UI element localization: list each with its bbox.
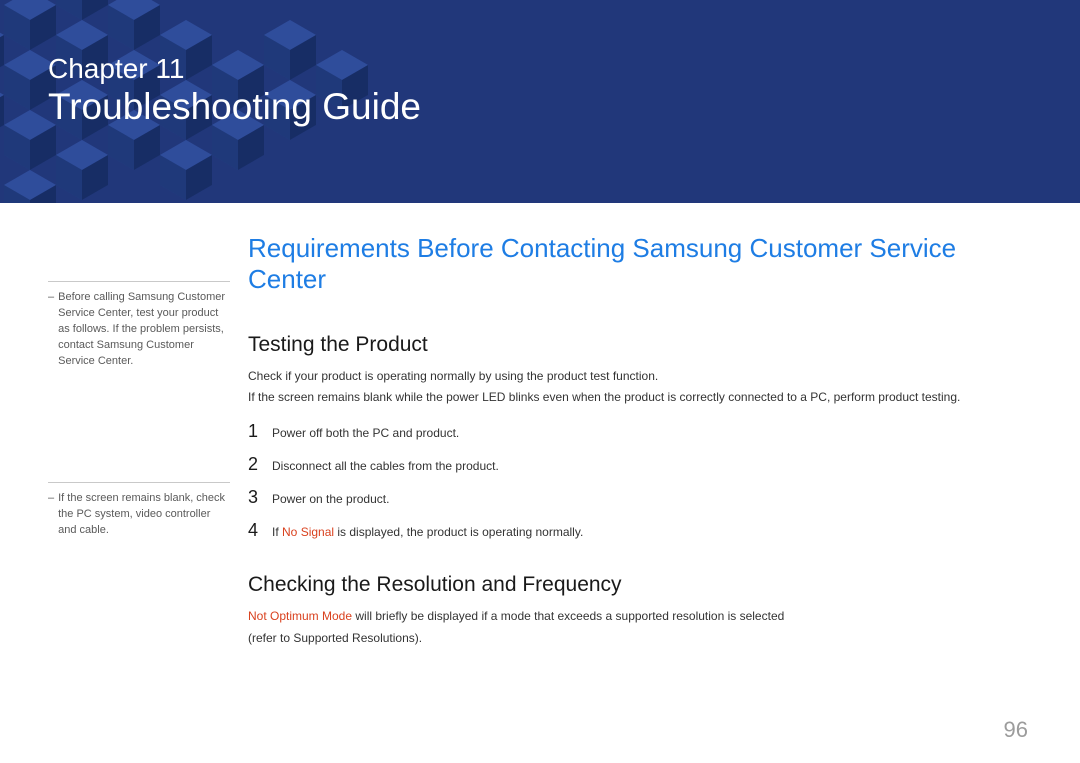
note-text: If the screen remains blank, check the P… <box>58 491 230 539</box>
step-text: Power on the product. <box>272 490 389 508</box>
section-title: Checking the Resolution and Frequency <box>248 573 1032 597</box>
main-content: Requirements Before Contacting Samsung C… <box>248 203 1080 650</box>
step-text: If No Signal is displayed, the product i… <box>272 523 583 541</box>
step-item: 3 Power on the product. <box>248 487 1032 508</box>
highlight-red: No Signal <box>282 525 334 539</box>
step-list: 1 Power off both the PC and product. 2 D… <box>248 421 1032 541</box>
section-testing-product: Testing the Product Check if your produc… <box>248 333 1032 541</box>
intro-text: Check if your product is operating norma… <box>248 367 1032 386</box>
page-heading: Requirements Before Contacting Samsung C… <box>248 233 1032 295</box>
step-number: 1 <box>248 421 272 442</box>
section-resolution-frequency: Checking the Resolution and Frequency No… <box>248 573 1032 647</box>
step-item: 4 If No Signal is displayed, the product… <box>248 520 1032 541</box>
body-text: Not Optimum Mode will briefly be display… <box>248 607 1032 626</box>
sidebar-note: – Before calling Samsung Customer Servic… <box>48 281 230 370</box>
sidebar-notes: – Before calling Samsung Customer Servic… <box>0 203 248 650</box>
step-text: Disconnect all the cables from the produ… <box>272 457 499 475</box>
step-number: 2 <box>248 454 272 475</box>
body-text: (refer to Supported Resolutions). <box>248 629 1032 648</box>
step-number: 4 <box>248 520 272 541</box>
dash-icon: – <box>48 491 54 539</box>
chapter-banner: Chapter 11 Troubleshooting Guide <box>0 0 1080 203</box>
dash-icon: – <box>48 290 54 370</box>
chapter-title: Troubleshooting Guide <box>48 87 1080 128</box>
page-number: 96 <box>1004 717 1028 743</box>
section-title: Testing the Product <box>248 333 1032 357</box>
step-item: 2 Disconnect all the cables from the pro… <box>248 454 1032 475</box>
chapter-label: Chapter 11 <box>48 54 1080 85</box>
step-item: 1 Power off both the PC and product. <box>248 421 1032 442</box>
note-text: Before calling Samsung Customer Service … <box>58 290 230 370</box>
highlight-red: Not Optimum Mode <box>248 609 352 623</box>
step-text: Power off both the PC and product. <box>272 424 459 442</box>
sidebar-note: – If the screen remains blank, check the… <box>48 482 230 539</box>
intro-text: If the screen remains blank while the po… <box>248 388 1032 407</box>
step-number: 3 <box>248 487 272 508</box>
